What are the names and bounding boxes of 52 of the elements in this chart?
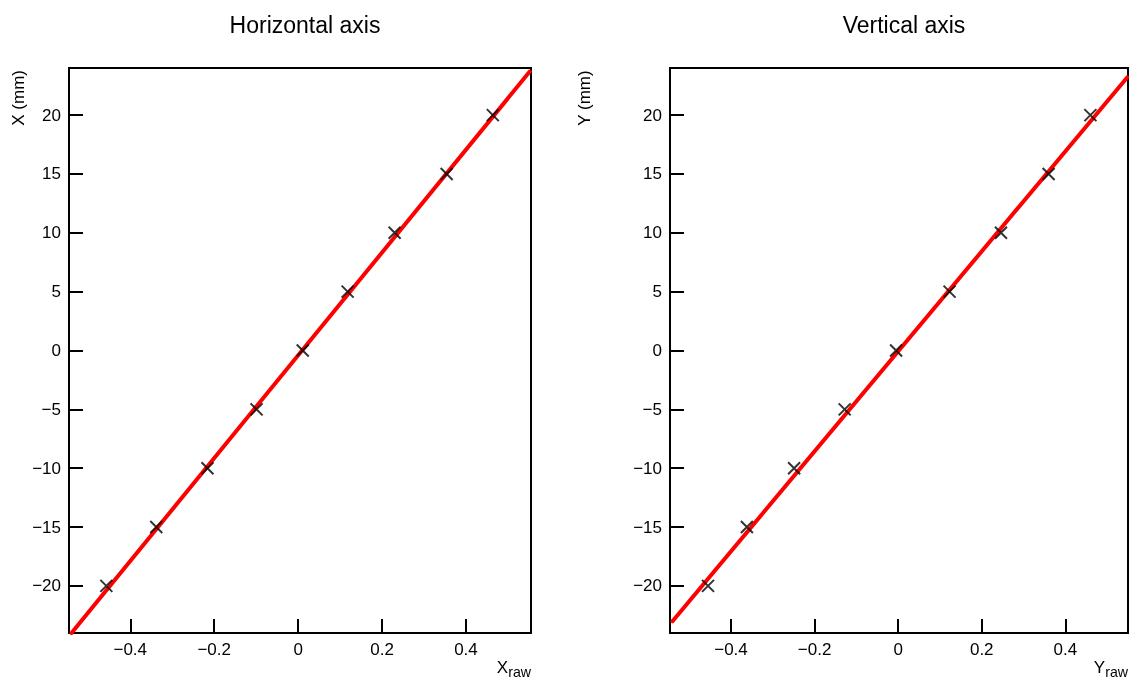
y-tick-label: 10 xyxy=(643,223,662,243)
y-tick-label: −15 xyxy=(633,517,662,537)
y-tick-label: −10 xyxy=(633,458,662,478)
point xyxy=(889,343,904,358)
x-tick-label: 0 xyxy=(893,640,903,659)
x-tick-label: −0.4 xyxy=(714,640,748,659)
y-tick-label: −5 xyxy=(642,399,662,419)
point xyxy=(1041,166,1056,181)
point xyxy=(1083,108,1098,123)
x-tick-label: −0.4 xyxy=(113,640,148,659)
point xyxy=(485,108,500,123)
point xyxy=(99,578,114,593)
x-axis-title: X$_{raw}$ xyxy=(496,658,531,681)
x-tick-label: 0 xyxy=(293,640,303,659)
chart-title: Vertical axis xyxy=(842,11,966,38)
x-tick-label: 0.4 xyxy=(454,640,478,659)
y-tick-label: 15 xyxy=(42,164,61,184)
x-tick-label: −0.2 xyxy=(797,640,832,659)
y-tick-label: 10 xyxy=(42,223,61,243)
x-tick-label: 0.4 xyxy=(1053,640,1078,659)
y-tick-label: −5 xyxy=(41,399,61,419)
y-tick-label: 5 xyxy=(51,282,61,302)
y-tick-label: 20 xyxy=(42,105,61,125)
point xyxy=(295,343,310,358)
point xyxy=(701,578,716,593)
y-axis-title: Y (mm) xyxy=(575,70,594,126)
point xyxy=(942,284,957,299)
x-tick-label: 0.2 xyxy=(370,640,394,659)
point xyxy=(787,461,802,476)
point xyxy=(149,520,164,535)
point xyxy=(837,402,852,417)
point xyxy=(249,402,264,417)
y-tick-label: 20 xyxy=(643,105,662,125)
x-axis-title: Y$_{raw}$ xyxy=(1093,658,1128,681)
chart-title: Horizontal axis xyxy=(229,11,381,38)
y-axis-title: X (mm) xyxy=(9,69,28,126)
y-tick-label: 5 xyxy=(652,282,662,302)
point xyxy=(340,284,355,299)
y-tick-label: −10 xyxy=(32,458,61,478)
point xyxy=(200,461,215,476)
point xyxy=(993,225,1008,240)
point xyxy=(439,166,454,181)
point xyxy=(387,225,402,240)
point xyxy=(739,520,754,535)
y-tick-label: −15 xyxy=(32,517,61,537)
y-tick-label: 0 xyxy=(652,341,662,360)
y-tick-label: −20 xyxy=(633,576,662,596)
y-tick-label: −20 xyxy=(32,576,61,596)
x-tick-label: −0.2 xyxy=(197,640,231,659)
x-tick-label: 0.2 xyxy=(969,640,994,659)
y-tick-label: 0 xyxy=(51,341,61,360)
y-tick-label: 15 xyxy=(643,164,662,184)
